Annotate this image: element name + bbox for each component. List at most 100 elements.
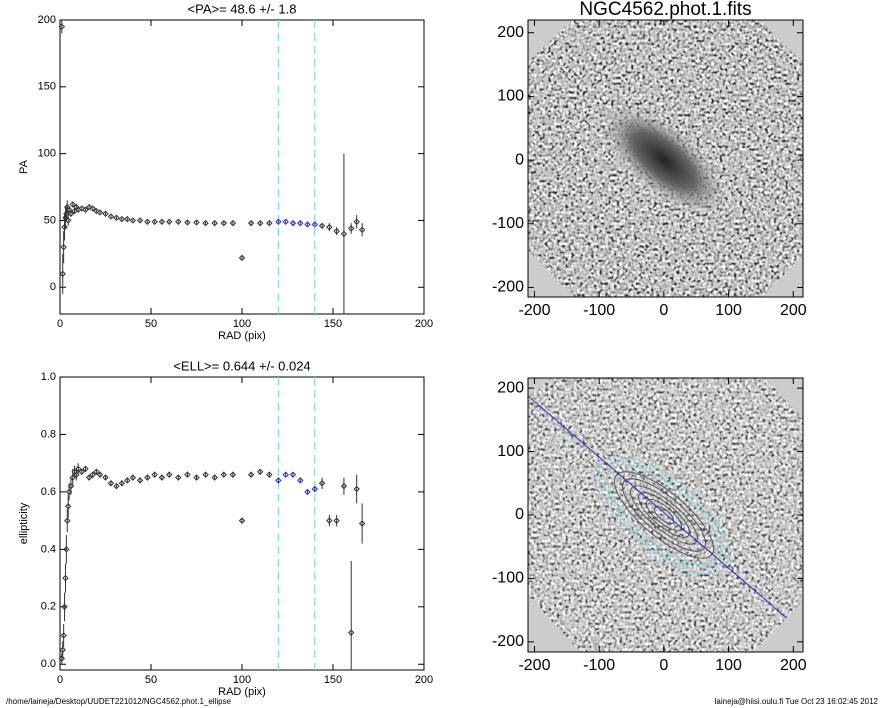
y-tick-label: 200 xyxy=(38,14,56,26)
x-tick-label: 200 xyxy=(415,318,433,330)
y-tick-label: 200 xyxy=(497,379,524,396)
chart-title: NGC4562.phot.1.fits xyxy=(579,0,751,20)
data-point xyxy=(78,205,86,212)
x-tick-label: 200 xyxy=(780,302,807,319)
data-point xyxy=(202,219,209,227)
y-tick-label: 100 xyxy=(497,443,524,460)
x-tick-label: 100 xyxy=(233,674,251,686)
y-tick-label: 1.0 xyxy=(41,371,56,383)
data-point xyxy=(69,201,76,208)
data-point xyxy=(165,218,173,225)
data-point xyxy=(74,465,82,473)
data-point xyxy=(144,218,151,225)
data-point xyxy=(64,217,72,224)
data-point xyxy=(289,471,297,478)
data-point xyxy=(184,219,191,226)
data-point xyxy=(60,243,67,251)
data-point xyxy=(62,574,69,582)
data-point xyxy=(60,632,67,639)
data-point xyxy=(82,206,89,213)
x-tick-label: 0 xyxy=(659,657,668,674)
y-tick-label: 100 xyxy=(38,148,56,160)
data-point xyxy=(184,471,191,478)
data-point xyxy=(64,517,71,524)
data-point xyxy=(347,225,355,232)
x-tick-label: 0 xyxy=(57,674,63,686)
data-point xyxy=(304,221,311,228)
y-tick-label: 50 xyxy=(44,214,56,226)
data-point xyxy=(89,471,96,478)
data-point xyxy=(118,215,126,223)
data-point xyxy=(193,474,200,481)
data-point xyxy=(85,203,93,211)
data-point xyxy=(63,210,70,217)
y-tick-label: 150 xyxy=(38,81,56,93)
data-point xyxy=(220,471,228,478)
x-tick-label: 50 xyxy=(145,674,157,686)
data-point xyxy=(311,485,319,493)
data-point xyxy=(107,213,115,220)
data-point xyxy=(158,218,166,225)
data-point xyxy=(347,629,355,636)
data-point xyxy=(136,217,144,224)
data-point xyxy=(193,219,200,226)
data-point xyxy=(229,219,237,227)
data-point xyxy=(102,210,109,217)
data-point xyxy=(158,474,166,481)
data-point xyxy=(124,477,131,484)
y-tick-label: -100 xyxy=(492,215,524,232)
data-point xyxy=(358,226,366,234)
y-tick-label: -200 xyxy=(492,633,524,650)
data-point xyxy=(89,205,96,212)
data-point xyxy=(61,223,68,231)
data-point xyxy=(247,471,255,478)
image-panel xyxy=(528,20,803,297)
data-point xyxy=(238,254,246,262)
data-point xyxy=(59,646,66,654)
data-point xyxy=(58,655,66,662)
data-point xyxy=(64,503,72,510)
data-point xyxy=(297,477,304,484)
data-point xyxy=(129,217,137,224)
data-point xyxy=(282,218,289,225)
chart-title: <ELL>= 0.644 +/- 0.024 xyxy=(173,358,310,373)
y-axis-label: PA xyxy=(18,159,30,174)
data-point xyxy=(202,471,209,478)
x-axis-label: RAD (pix) xyxy=(218,330,266,342)
x-tick-label: 200 xyxy=(780,657,807,674)
y-tick-label: -200 xyxy=(492,279,524,296)
data-point xyxy=(93,207,100,215)
data-point xyxy=(144,474,151,481)
data-point xyxy=(211,474,218,481)
plot-frame xyxy=(59,19,425,315)
data-point xyxy=(67,210,75,217)
x-axis-label: RAD (pix) xyxy=(218,686,266,698)
x-tick-label: 0 xyxy=(659,302,668,319)
x-tick-label: -100 xyxy=(583,657,615,674)
data-point xyxy=(78,468,86,476)
image-contour-panel xyxy=(528,378,803,652)
y-tick-label: 0.0 xyxy=(41,658,56,670)
data-point xyxy=(113,482,120,490)
x-tick-label: 100 xyxy=(715,657,742,674)
data-point xyxy=(82,465,89,473)
data-point xyxy=(63,546,70,553)
data-point xyxy=(58,23,66,30)
data-point xyxy=(93,468,100,476)
data-point xyxy=(96,471,104,478)
data-point xyxy=(358,520,366,527)
x-tick-label: 0 xyxy=(57,318,63,330)
data-point xyxy=(220,219,228,227)
data-point xyxy=(118,480,126,487)
data-point xyxy=(326,223,333,231)
data-point xyxy=(211,219,218,227)
x-tick-label: 150 xyxy=(324,318,342,330)
footer-path: /home/laineja/Desktop/UUDET221012/NGC456… xyxy=(6,697,232,706)
data-point xyxy=(353,485,360,493)
data-point xyxy=(151,218,158,225)
data-point xyxy=(238,517,246,524)
x-tick-label: -100 xyxy=(583,302,615,319)
x-tick-label: 100 xyxy=(715,302,742,319)
data-point xyxy=(282,471,289,478)
